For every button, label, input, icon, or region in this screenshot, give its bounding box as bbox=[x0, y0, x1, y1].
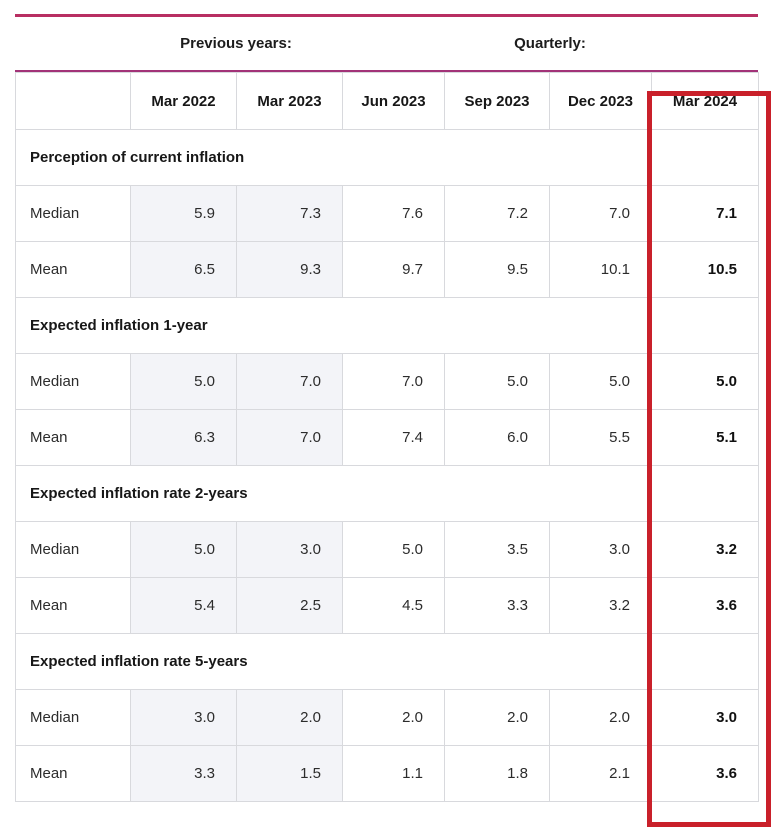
row-label-mean: Mean bbox=[15, 745, 131, 802]
value-cell: 7.4 bbox=[342, 409, 445, 466]
value-cell: 3.0 bbox=[130, 689, 237, 746]
top-accent-line bbox=[15, 14, 758, 17]
column-header-dec-2023: Dec 2023 bbox=[549, 72, 652, 130]
value-cell: 3.3 bbox=[444, 577, 550, 634]
row-label-median: Median bbox=[15, 689, 131, 746]
column-header-mar-2023: Mar 2023 bbox=[236, 72, 343, 130]
table-row: Median 5.0 3.0 5.0 3.5 3.0 3.2 bbox=[15, 521, 759, 578]
row-label-median: Median bbox=[15, 521, 131, 578]
previous-years-group-label: Previous years: bbox=[180, 35, 292, 52]
value-cell: 5.5 bbox=[549, 409, 652, 466]
column-group-header-row: Previous years: Quarterly: bbox=[15, 17, 758, 70]
value-cell: 2.1 bbox=[549, 745, 652, 802]
row-label-mean: Mean bbox=[15, 409, 131, 466]
value-cell-highlighted: 7.1 bbox=[651, 185, 759, 242]
table-row: Mean 6.3 7.0 7.4 6.0 5.5 5.1 bbox=[15, 409, 759, 466]
value-cell: 6.0 bbox=[444, 409, 550, 466]
value-cell: 5.0 bbox=[342, 521, 445, 578]
value-cell: 5.9 bbox=[130, 185, 237, 242]
value-cell: 5.0 bbox=[444, 353, 550, 410]
table-row: Mean 3.3 1.5 1.1 1.8 2.1 3.6 bbox=[15, 745, 759, 802]
corner-cell bbox=[15, 72, 131, 130]
value-cell: 2.5 bbox=[236, 577, 343, 634]
table-row: Median 5.0 7.0 7.0 5.0 5.0 5.0 bbox=[15, 353, 759, 410]
column-header-mar-2024: Mar 2024 bbox=[651, 72, 759, 130]
column-header-row: Mar 2022 Mar 2023 Jun 2023 Sep 2023 Dec … bbox=[15, 72, 759, 130]
value-cell: 7.6 bbox=[342, 185, 445, 242]
value-cell-highlighted: 3.6 bbox=[651, 577, 759, 634]
row-label-median: Median bbox=[15, 185, 131, 242]
column-header-sep-2023: Sep 2023 bbox=[444, 72, 550, 130]
section-title-expected-2-years: Expected inflation rate 2-years bbox=[15, 465, 652, 522]
section-empty-cell bbox=[651, 129, 759, 186]
value-cell-highlighted: 3.0 bbox=[651, 689, 759, 746]
value-cell-highlighted: 10.5 bbox=[651, 241, 759, 298]
value-cell: 9.7 bbox=[342, 241, 445, 298]
table-row: Median 5.9 7.3 7.6 7.2 7.0 7.1 bbox=[15, 185, 759, 242]
value-cell: 1.8 bbox=[444, 745, 550, 802]
value-cell: 3.0 bbox=[549, 521, 652, 578]
value-cell: 2.0 bbox=[342, 689, 445, 746]
inflation-table: Mar 2022 Mar 2023 Jun 2023 Sep 2023 Dec … bbox=[15, 72, 759, 802]
value-cell: 1.5 bbox=[236, 745, 343, 802]
value-cell: 2.0 bbox=[549, 689, 652, 746]
row-label-mean: Mean bbox=[15, 577, 131, 634]
table-row: Mean 5.4 2.5 4.5 3.3 3.2 3.6 bbox=[15, 577, 759, 634]
value-cell: 5.0 bbox=[130, 353, 237, 410]
section-title-perception: Perception of current inflation bbox=[15, 129, 652, 186]
section-empty-cell bbox=[651, 633, 759, 690]
value-cell: 9.5 bbox=[444, 241, 550, 298]
column-header-jun-2023: Jun 2023 bbox=[342, 72, 445, 130]
section-title-row: Perception of current inflation bbox=[15, 129, 759, 186]
row-label-mean: Mean bbox=[15, 241, 131, 298]
value-cell: 5.4 bbox=[130, 577, 237, 634]
section-empty-cell bbox=[651, 465, 759, 522]
value-cell: 7.0 bbox=[342, 353, 445, 410]
section-title-row: Expected inflation rate 2-years bbox=[15, 465, 759, 522]
value-cell: 9.3 bbox=[236, 241, 343, 298]
value-cell: 5.0 bbox=[130, 521, 237, 578]
section-title-row: Expected inflation rate 5-years bbox=[15, 633, 759, 690]
value-cell: 3.3 bbox=[130, 745, 237, 802]
value-cell: 7.0 bbox=[549, 185, 652, 242]
value-cell: 3.0 bbox=[236, 521, 343, 578]
section-title-row: Expected inflation 1-year bbox=[15, 297, 759, 354]
quarterly-group-label: Quarterly: bbox=[514, 35, 586, 52]
value-cell-highlighted: 5.1 bbox=[651, 409, 759, 466]
table-row: Mean 6.5 9.3 9.7 9.5 10.1 10.5 bbox=[15, 241, 759, 298]
value-cell-highlighted: 3.2 bbox=[651, 521, 759, 578]
value-cell: 7.0 bbox=[236, 409, 343, 466]
value-cell-highlighted: 3.6 bbox=[651, 745, 759, 802]
value-cell: 7.0 bbox=[236, 353, 343, 410]
value-cell: 3.5 bbox=[444, 521, 550, 578]
row-label-median: Median bbox=[15, 353, 131, 410]
section-title-expected-5-years: Expected inflation rate 5-years bbox=[15, 633, 652, 690]
value-cell: 7.3 bbox=[236, 185, 343, 242]
section-title-expected-1-year: Expected inflation 1-year bbox=[15, 297, 652, 354]
value-cell: 2.0 bbox=[444, 689, 550, 746]
value-cell: 6.3 bbox=[130, 409, 237, 466]
value-cell: 10.1 bbox=[549, 241, 652, 298]
value-cell: 6.5 bbox=[130, 241, 237, 298]
value-cell: 7.2 bbox=[444, 185, 550, 242]
value-cell: 4.5 bbox=[342, 577, 445, 634]
value-cell-highlighted: 5.0 bbox=[651, 353, 759, 410]
table-row: Median 3.0 2.0 2.0 2.0 2.0 3.0 bbox=[15, 689, 759, 746]
section-empty-cell bbox=[651, 297, 759, 354]
value-cell: 2.0 bbox=[236, 689, 343, 746]
value-cell: 1.1 bbox=[342, 745, 445, 802]
value-cell: 5.0 bbox=[549, 353, 652, 410]
value-cell: 3.2 bbox=[549, 577, 652, 634]
header-divider-line bbox=[15, 70, 758, 72]
column-header-mar-2022: Mar 2022 bbox=[130, 72, 237, 130]
